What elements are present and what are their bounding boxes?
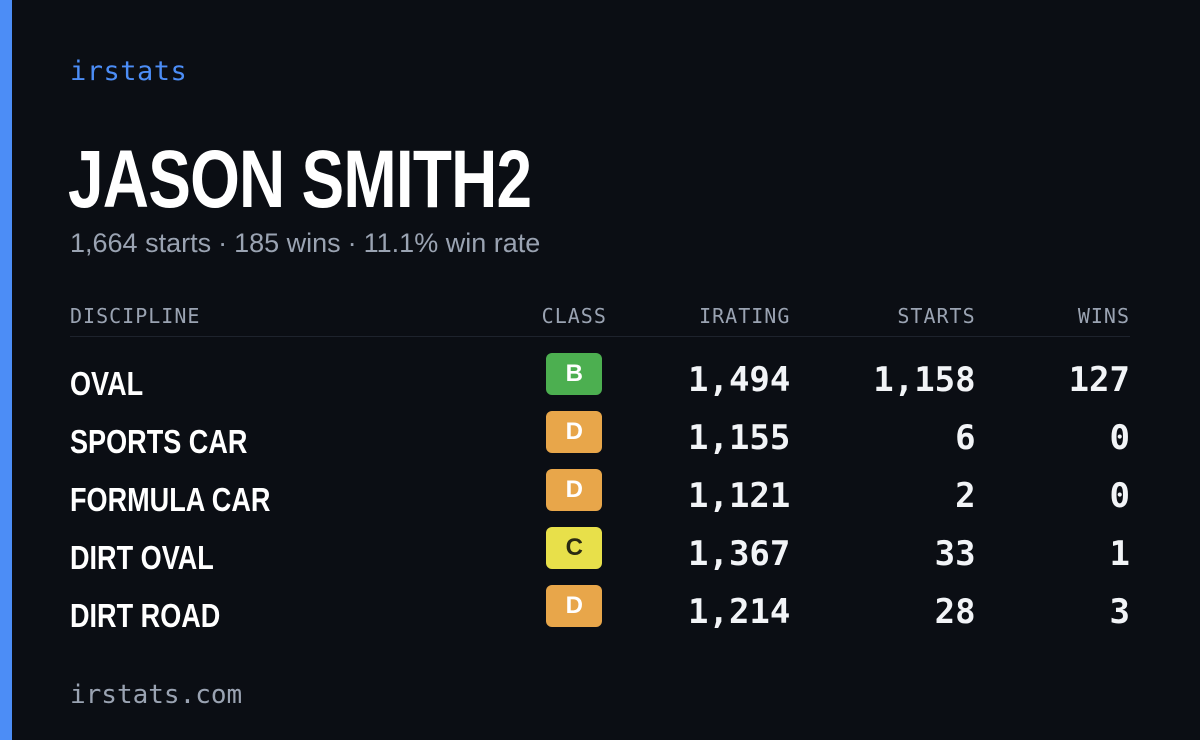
table-row: SPORTS CAR D 1,155 6 0 (70, 409, 1130, 467)
irating-value: 1,214 (688, 592, 791, 632)
class-badge: D (546, 410, 603, 453)
class-badge: D (546, 468, 603, 511)
starts-value: 2 (955, 476, 976, 516)
header-discipline: DISCIPLINE (70, 296, 523, 337)
starts-value: 6 (955, 418, 976, 458)
driver-summary: 1,664 starts · 185 wins · 11.1% win rate (70, 228, 540, 259)
irating-value: 1,367 (688, 534, 791, 574)
class-badge: B (546, 352, 603, 395)
brand-logo-text: irstats (70, 56, 188, 87)
discipline-name: OVAL (70, 365, 144, 402)
table-row: OVAL B 1,494 1,158 127 (70, 337, 1130, 410)
starts-value: 33 (934, 534, 976, 574)
discipline-name: SPORTS CAR (70, 423, 248, 460)
header-starts: STARTS (790, 296, 976, 337)
table-row: FORMULA CAR D 1,121 2 0 (70, 467, 1130, 525)
starts-value: 28 (934, 592, 976, 632)
irating-value: 1,155 (688, 418, 791, 458)
stats-table: DISCIPLINE CLASS IRATING STARTS WINS OVA… (70, 296, 1130, 641)
table-row: DIRT OVAL C 1,367 33 1 (70, 525, 1130, 583)
irating-value: 1,121 (688, 476, 791, 516)
accent-bar (0, 0, 12, 740)
summary-separator: · (218, 228, 228, 258)
discipline-name: DIRT ROAD (70, 597, 221, 634)
table-header-row: DISCIPLINE CLASS IRATING STARTS WINS (70, 296, 1130, 337)
header-wins: WINS (975, 296, 1130, 337)
header-class: CLASS (522, 296, 626, 337)
class-badge: C (546, 526, 603, 569)
class-badge: D (546, 584, 603, 627)
summary-separator: · (347, 228, 357, 258)
header-irating: IRATING (625, 296, 791, 337)
summary-wins: 185 wins (234, 228, 341, 258)
wins-value: 0 (1109, 418, 1130, 458)
summary-win-rate: 11.1% win rate (363, 228, 541, 258)
discipline-name: FORMULA CAR (70, 481, 271, 518)
wins-value: 127 (1068, 360, 1130, 400)
footer-url: irstats.com (70, 680, 243, 710)
wins-value: 0 (1109, 476, 1130, 516)
starts-value: 1,158 (873, 360, 976, 400)
wins-value: 3 (1109, 592, 1130, 632)
table-row: DIRT ROAD D 1,214 28 3 (70, 583, 1130, 641)
wins-value: 1 (1109, 534, 1130, 574)
discipline-name: DIRT OVAL (70, 539, 214, 576)
driver-name: JASON SMITH2 (68, 134, 532, 225)
irating-value: 1,494 (688, 360, 791, 400)
summary-starts: 1,664 starts (70, 228, 212, 258)
